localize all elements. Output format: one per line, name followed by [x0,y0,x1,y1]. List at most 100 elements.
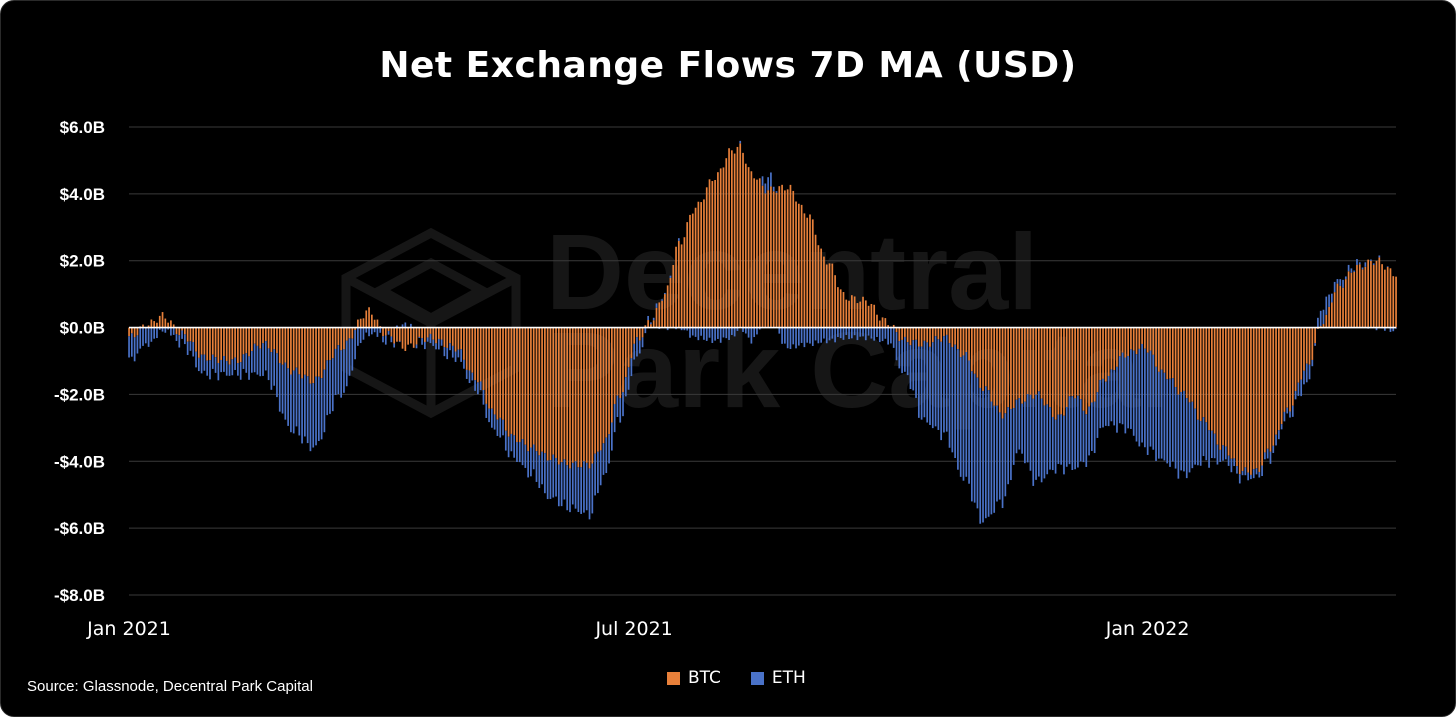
btc-bar [1099,327,1102,381]
btc-bar [1185,327,1188,399]
btc-bar [1308,327,1311,365]
eth-bar [1199,421,1202,466]
eth-bar [270,352,273,390]
eth-bar [1347,264,1350,272]
btc-bar [1339,285,1342,328]
eth-bar [1107,375,1110,427]
eth-bar [1238,474,1241,484]
btc-bar [996,327,998,406]
btc-bar [278,327,281,364]
btc-bar [217,327,220,363]
eth-bar [1040,398,1043,483]
btc-bar [705,187,708,328]
y-tick-label: $2.0B [60,252,105,271]
eth-bar [156,327,158,339]
eth-bar [267,348,270,381]
btc-bar [468,327,471,371]
btc-bar [1040,327,1043,399]
eth-bar [170,327,172,336]
eth-bar [624,377,627,397]
eth-legend-swatch [750,671,764,685]
btc-bar [814,234,817,328]
eth-bar [345,340,348,387]
eth-bar [1110,369,1113,422]
btc-bar [934,327,937,337]
eth-bar [1043,405,1046,479]
eth-bar [747,327,750,338]
btc-bar [1244,327,1247,468]
btc-bar [1174,327,1177,388]
eth-bar [1261,465,1263,477]
eth-bar [184,334,186,345]
btc-bar [357,319,359,328]
eth-bar [1353,270,1356,272]
btc-bar [708,179,711,328]
btc-bar [415,327,418,345]
btc-bar [387,327,390,331]
btc-bar [504,327,507,431]
btc-bar [560,327,563,463]
btc-bar [485,327,488,404]
btc-bar [770,186,772,328]
btc-bar [1336,283,1339,328]
btc-bar [619,327,622,398]
btc-bar [449,327,451,344]
eth-bar [1233,458,1236,467]
btc-bar [1356,264,1358,328]
eth-bar [253,343,256,373]
btc-bar [1227,327,1230,456]
eth-bar [982,391,984,523]
btc-bar [725,158,728,328]
btc-bar [200,327,203,355]
eth-bar [638,340,641,354]
eth-bar [351,338,354,371]
btc-bar [477,327,479,383]
btc-bar [170,320,172,328]
btc-bar [326,327,329,361]
eth-bar [530,447,532,477]
eth-bar [789,327,792,349]
eth-bar [1264,452,1266,460]
eth-bar [167,327,169,330]
eth-bar [410,323,412,328]
btc-bar [1205,327,1208,423]
btc-bar [1152,327,1155,355]
btc-bar [546,327,549,461]
btc-bar [778,186,781,328]
btc-bar [1169,327,1171,379]
x-axis-ticks: Jan 2021 Jul 2021 Jan 2022 [86,618,1189,640]
btc-bar [973,327,976,374]
eth-bar [725,327,728,339]
btc-bar [984,327,987,387]
btc-bar [990,327,993,402]
eth-bar [264,341,267,371]
btc-bar [750,171,753,328]
btc-bar [691,213,694,328]
btc-bar [440,327,443,340]
btc-bar [862,296,864,328]
btc-bar [189,327,192,342]
eth-bar [1375,327,1378,331]
eth-bar [1384,327,1386,331]
eth-bar [677,238,680,241]
btc-bar [544,327,546,454]
eth-bar [323,369,326,433]
btc-bar [845,299,848,328]
btc-bar [396,327,398,342]
btc-bar [853,296,856,328]
btc-bar [535,327,538,452]
btc-bar [677,240,680,328]
btc-bar [728,148,730,328]
btc-bar [1010,327,1012,410]
eth-bar [1222,445,1224,461]
btc-bar [142,324,144,328]
btc-bar [373,319,376,328]
btc-bar [513,327,516,436]
eth-bar [739,140,742,144]
btc-bar [463,327,465,360]
btc-bar [1079,327,1082,400]
eth-bar [1339,279,1342,286]
eth-bar [641,337,644,348]
btc-bar [703,199,705,328]
